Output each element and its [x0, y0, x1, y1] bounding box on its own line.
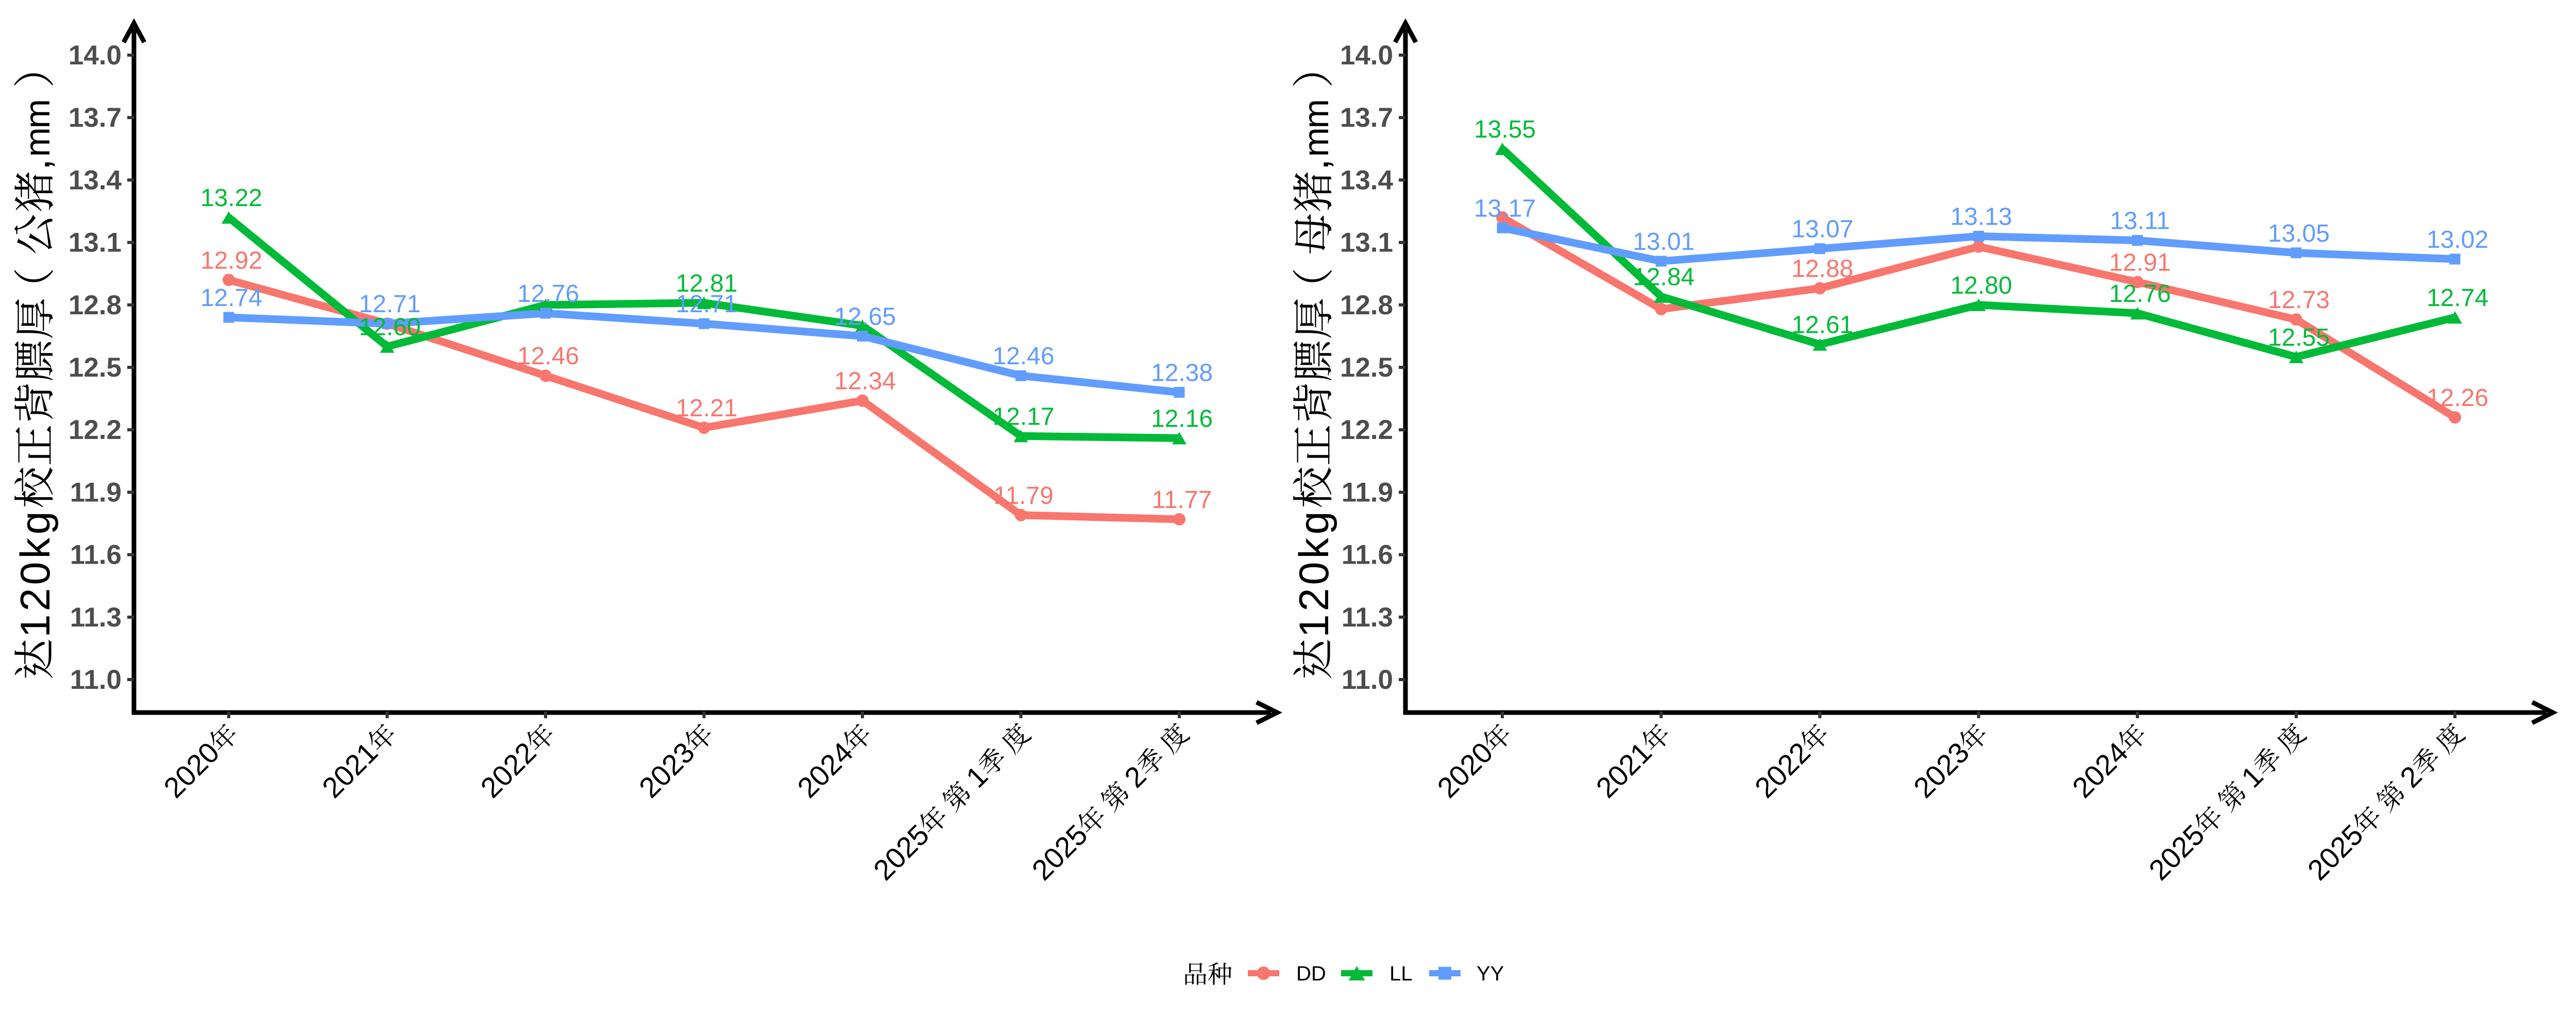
svg-text:YY: YY [1477, 962, 1504, 985]
svg-text:13.7: 13.7 [69, 103, 122, 133]
svg-text:13.4: 13.4 [69, 165, 122, 195]
svg-text:12.5: 12.5 [69, 352, 122, 383]
svg-text:12.60: 12.60 [359, 314, 420, 341]
svg-text:0: 0 [1291, 562, 1337, 585]
svg-text:13.55: 13.55 [1474, 116, 1536, 143]
svg-text:12.71: 12.71 [359, 291, 420, 318]
svg-text:11.9: 11.9 [70, 477, 122, 507]
svg-text:2: 2 [1291, 588, 1337, 611]
svg-text:12.71: 12.71 [675, 291, 737, 318]
svg-text:12.38: 12.38 [1151, 360, 1213, 387]
svg-text:DD: DD [1296, 962, 1326, 985]
svg-text:11.3: 11.3 [1342, 602, 1393, 633]
svg-text:1: 1 [1291, 614, 1337, 637]
svg-text:m: m [18, 99, 57, 128]
svg-text:12.46: 12.46 [517, 343, 579, 370]
svg-text:11.79: 11.79 [993, 482, 1054, 510]
svg-text:12.92: 12.92 [200, 247, 262, 274]
svg-text:12.74: 12.74 [200, 284, 262, 312]
svg-text:13.1: 13.1 [1340, 228, 1393, 258]
svg-text:11.3: 11.3 [70, 602, 122, 633]
svg-text:m: m [18, 127, 57, 157]
svg-text:12.73: 12.73 [2268, 286, 2330, 314]
svg-text:,: , [12, 159, 59, 171]
svg-text:12.84: 12.84 [1633, 264, 1694, 291]
svg-text:14.0: 14.0 [1340, 40, 1393, 71]
svg-text:13.02: 13.02 [2427, 226, 2488, 253]
svg-text:12.16: 12.16 [1151, 405, 1213, 432]
svg-text:,: , [1291, 159, 1337, 171]
svg-text:12.34: 12.34 [834, 368, 896, 395]
svg-text:12.80: 12.80 [1950, 272, 2012, 299]
svg-text:13.07: 13.07 [1791, 216, 1853, 243]
svg-text:12.46: 12.46 [992, 343, 1054, 370]
svg-text:11.0: 11.0 [70, 665, 122, 695]
svg-text:11.6: 11.6 [70, 540, 122, 570]
svg-text:13.01: 13.01 [1633, 228, 1694, 256]
svg-text:12.74: 12.74 [2427, 284, 2488, 312]
svg-text:13.4: 13.4 [1340, 165, 1394, 195]
svg-text:12.81: 12.81 [675, 270, 737, 297]
svg-text:13.17: 13.17 [1474, 195, 1536, 222]
svg-text:m: m [1296, 127, 1336, 157]
svg-text:13.22: 13.22 [200, 184, 262, 212]
svg-text:12.2: 12.2 [1340, 415, 1393, 445]
svg-text:12.26: 12.26 [2427, 384, 2488, 412]
svg-text:1: 1 [12, 614, 59, 637]
svg-text:14.0: 14.0 [69, 40, 122, 71]
svg-text:12.76: 12.76 [517, 280, 579, 308]
svg-text:11.0: 11.0 [1342, 665, 1393, 695]
svg-text:11.77: 11.77 [1152, 486, 1212, 514]
svg-text:12.88: 12.88 [1791, 256, 1853, 283]
svg-text:13.7: 13.7 [1340, 103, 1393, 133]
svg-text:12.76: 12.76 [2109, 280, 2171, 308]
svg-text:12.55: 12.55 [2268, 324, 2330, 351]
svg-text:LL: LL [1389, 962, 1413, 985]
svg-text:k: k [1291, 538, 1337, 559]
svg-text:m: m [1296, 99, 1336, 128]
svg-text:12.8: 12.8 [69, 290, 122, 320]
svg-text:12.8: 12.8 [1340, 290, 1393, 320]
svg-text:13.11: 13.11 [2110, 208, 2170, 235]
svg-text:12.61: 12.61 [1791, 312, 1853, 339]
svg-text:0: 0 [12, 562, 59, 585]
svg-text:13.13: 13.13 [1950, 204, 2012, 231]
svg-text:11.6: 11.6 [1342, 540, 1393, 570]
svg-text:12.91: 12.91 [2109, 249, 2171, 276]
svg-text:11.9: 11.9 [1342, 477, 1393, 507]
svg-text:12.65: 12.65 [834, 303, 896, 330]
svg-text:13.1: 13.1 [69, 228, 122, 258]
svg-text:12.21: 12.21 [675, 395, 737, 422]
svg-text:12.5: 12.5 [1340, 352, 1393, 383]
svg-text:g: g [12, 511, 59, 534]
svg-text:g: g [1291, 511, 1337, 534]
svg-text:12.17: 12.17 [992, 403, 1054, 430]
svg-text:2: 2 [12, 588, 59, 611]
svg-text:13.05: 13.05 [2268, 220, 2330, 247]
svg-text:12.2: 12.2 [69, 415, 122, 445]
svg-text:k: k [12, 538, 59, 559]
